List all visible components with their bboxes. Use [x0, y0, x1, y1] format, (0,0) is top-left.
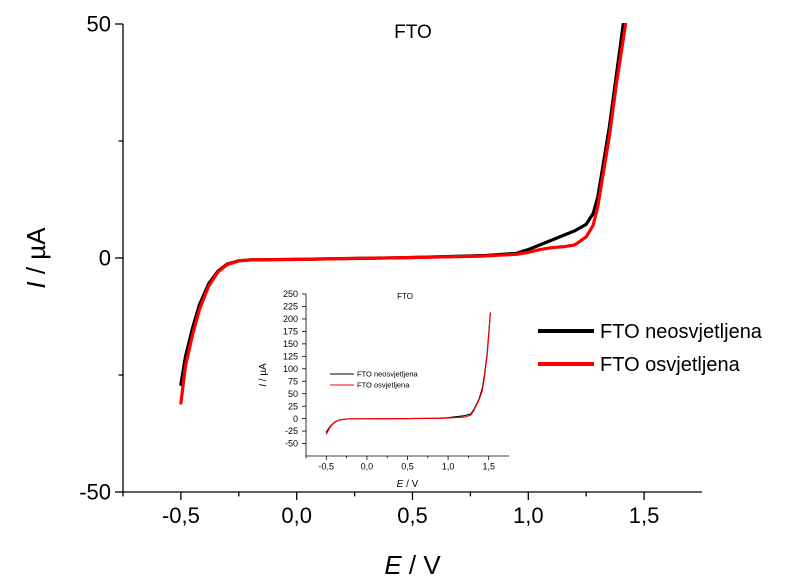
- y-tick-label: 0: [99, 246, 111, 271]
- series-line-2: [179, 23, 628, 405]
- x-tick-label: 0,0: [281, 503, 312, 528]
- x-tick-label: -0,5: [319, 461, 335, 471]
- y-tick-label: -50: [285, 439, 298, 449]
- x-tick-label: 0,5: [401, 461, 414, 471]
- y-axis-label-variable: I: [21, 281, 51, 288]
- y-axis-label: I / µA: [258, 363, 269, 387]
- main-plot: -0,5 0,0 0,5 1,0 1,5 -50 0 50 FTO E / V I / µA FTO …: [21, 12, 763, 579]
- y-tick-label: 225: [283, 302, 298, 312]
- y-tick-label: 200: [283, 314, 298, 324]
- y-tick-label: 0: [293, 414, 298, 424]
- x-axis-label-unit: / V: [402, 550, 442, 579]
- x-tick-label: 1,5: [482, 461, 495, 471]
- y-tick-label: 50: [87, 12, 111, 37]
- x-tick-label: 0,0: [361, 461, 374, 471]
- x-axis-label-variable: E: [397, 479, 404, 490]
- legend-label-1: FTO neosvjetljena: [600, 321, 763, 343]
- y-tick-label: 100: [283, 364, 298, 374]
- chart-title: FTO: [394, 22, 432, 43]
- x-tick-label: 1,5: [629, 503, 660, 528]
- y-tick-label: 175: [283, 327, 298, 337]
- y-tick-label: -50: [79, 480, 111, 505]
- x-axis-label: E / V: [397, 479, 419, 490]
- x-axis-label: E / V: [384, 550, 441, 579]
- y-tick-label: 125: [283, 351, 298, 361]
- y-axis-label-variable: I: [258, 384, 269, 387]
- y-tick-label: -25: [285, 426, 298, 436]
- y-tick-label: 250: [283, 289, 298, 299]
- x-tick-label: 1,0: [513, 503, 544, 528]
- series-line-2: [325, 313, 491, 435]
- x-tick-label: 0,5: [397, 503, 428, 528]
- y-tick-label: 25: [288, 401, 298, 411]
- y-tick-label: 75: [288, 376, 298, 386]
- legend-label-1: FTO neosvjetljena: [357, 370, 419, 379]
- legend-label-2: FTO osvjetljena: [600, 354, 741, 376]
- y-tick-label: 50: [288, 389, 298, 399]
- x-tick-label: 1,0: [442, 461, 455, 471]
- legend-label-2: FTO osvjetljena: [357, 381, 410, 390]
- x-axis-label-unit: / V: [403, 479, 418, 490]
- chart-title: FTO: [397, 292, 413, 301]
- y-tick-label: 150: [283, 339, 298, 349]
- x-tick-label: -0,5: [162, 503, 200, 528]
- y-axis-label-unit: / µA: [21, 227, 51, 282]
- inset-plot: -0,5 0,0 0,5 1,0 1,5 -50 -25 0 25 50 75 100 125 150 17…: [258, 289, 509, 490]
- y-axis-label: I / µA: [21, 227, 51, 289]
- x-axis-label-variable: E: [384, 550, 402, 579]
- y-axis-label-unit: / µA: [258, 363, 269, 384]
